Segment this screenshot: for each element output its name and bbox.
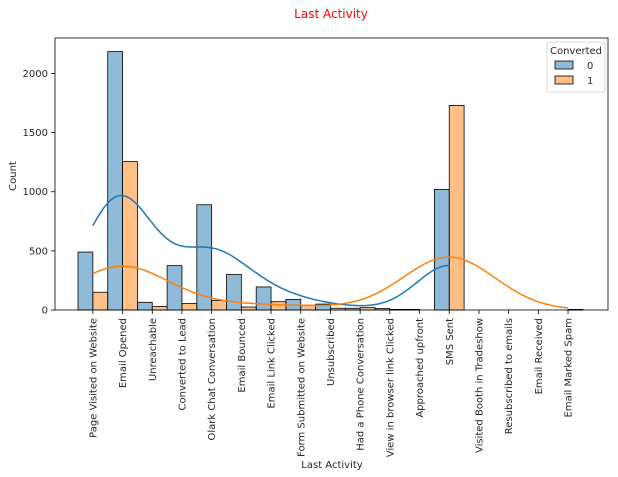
bar-series-1-6	[270, 301, 287, 311]
bar-series-1-8	[330, 307, 346, 311]
bar-series-1-0	[92, 291, 109, 311]
bar-series-0-12	[433, 188, 450, 311]
x-tick-label: Olark Chat Conversation	[207, 318, 218, 441]
y-axis: 0 500 1000 1500 2000	[23, 69, 55, 317]
bar-series-0-11	[404, 309, 420, 311]
x-tick-label: Page Visited on Website	[88, 318, 99, 438]
bar-series-1-16	[567, 309, 584, 311]
chart-title: Last Activity	[294, 7, 368, 21]
x-tick-label: Had a Phone Conversation	[356, 318, 367, 451]
x-tick-label: Visited Booth in Tradeshow	[474, 318, 485, 453]
y-tick-label: 2000	[23, 69, 48, 80]
x-tick-label: Converted to Lead	[177, 318, 188, 410]
kde-curve-series-1	[92, 256, 569, 309]
bar-series-0-4	[196, 204, 213, 311]
x-tick-label: View in browser link Clicked	[385, 318, 396, 457]
x-axis: Page Visited on Website Email Opened Unrea…	[88, 310, 575, 457]
legend-label-1: 1	[587, 76, 593, 87]
y-tick-label: 1000	[23, 187, 48, 198]
bar-series-1-12	[448, 105, 465, 311]
plot-area	[54, 37, 609, 311]
bar-series-1-1	[122, 161, 138, 311]
legend-label-0: 0	[587, 61, 593, 72]
legend-swatch-0	[554, 60, 574, 70]
x-tick-label: Form Submitted on Website	[296, 318, 307, 457]
bar-series-1-10	[389, 309, 406, 311]
x-tick-label: Email Marked Spam	[564, 318, 575, 417]
legend-title: Converted	[550, 46, 602, 57]
legend: Converted 0 1	[546, 41, 606, 93]
kde-curve-series-0	[92, 194, 450, 307]
bar-series-0-6	[255, 286, 272, 311]
x-tick-label: Email Bounced	[237, 318, 248, 393]
x-tick-label: Email Link Clicked	[267, 318, 278, 409]
x-tick-label: Unsubscribed	[326, 318, 337, 386]
y-axis-label: Count	[8, 161, 19, 191]
bar-series-1-4	[211, 300, 227, 311]
y-tick-label: 500	[29, 246, 48, 257]
bar-series-0-1	[107, 51, 123, 311]
x-tick-label: Resubscribed to emails	[504, 318, 515, 434]
x-tick-label: Unreachable	[148, 318, 159, 381]
x-tick-label: SMS Sent	[445, 318, 456, 365]
legend-swatch-1	[554, 75, 574, 85]
x-axis-label: Last Activity	[301, 460, 362, 471]
plot-frame	[54, 37, 609, 311]
y-tick-label: 0	[42, 306, 48, 317]
x-tick-label: Email Opened	[118, 318, 129, 388]
x-tick-label: Email Received	[534, 318, 545, 394]
bar-series-1-9	[359, 307, 376, 311]
x-tick-label: Approached upfront	[415, 318, 426, 418]
y-tick-label: 1500	[23, 128, 48, 139]
bar-series-1-3	[181, 303, 198, 311]
bar-series-0-5	[226, 274, 242, 311]
bar-series-0-0	[77, 251, 94, 311]
bar-series-0-3	[166, 265, 183, 311]
bar-series-1-5	[240, 306, 257, 311]
bar-series-0-2	[136, 301, 153, 311]
bar-series-1-2	[151, 306, 168, 311]
bar-series-0-10	[374, 308, 391, 311]
bar-series-0-9	[344, 307, 361, 311]
